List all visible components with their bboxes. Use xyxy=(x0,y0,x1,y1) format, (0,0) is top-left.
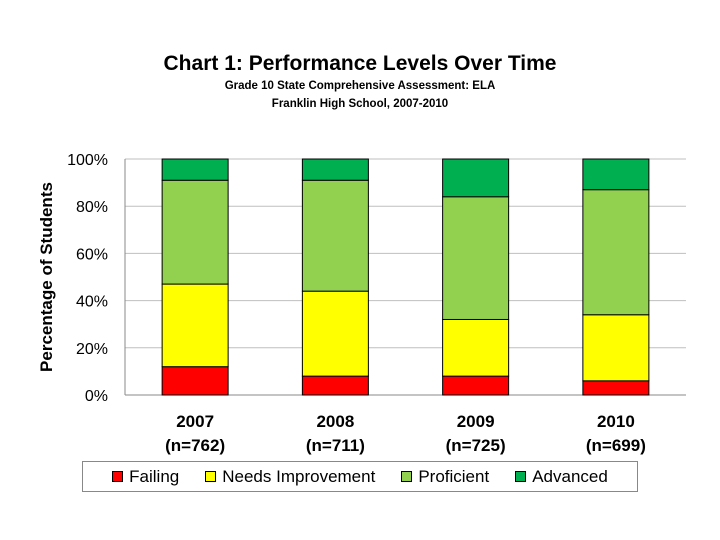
legend-item: Advanced xyxy=(515,467,608,487)
legend-item: Failing xyxy=(112,467,179,487)
chart-title: Chart 1: Performance Levels Over Time xyxy=(163,52,557,75)
x-axis-ticks: 2007 (n=762) 2008 (n=711) 2009 (n=725) 2010 (n=… xyxy=(165,412,646,455)
legend-item: Proficient xyxy=(401,467,489,487)
bar-segment-needs-improvement xyxy=(301,290,369,377)
bar-segment-failing xyxy=(161,366,229,396)
chart-subtitle-assessment: Grade 10 State Comprehensive Assessment:… xyxy=(224,80,496,92)
chart-legend: Failing Needs Improvement Proficient Advanc… xyxy=(82,461,638,492)
y-axis-ticks: 0% 20% 40% 60% 80% 100% xyxy=(67,152,108,405)
bar-segment-advanced xyxy=(442,158,510,198)
bar-segment-proficient xyxy=(161,179,229,285)
bar-segment-advanced xyxy=(301,158,369,181)
legend-label: Failing xyxy=(129,466,180,486)
bar-stacks xyxy=(161,158,650,396)
y-tick-label: 100% xyxy=(67,152,108,169)
legend-swatch xyxy=(205,471,217,482)
bar-segment-needs-improvement xyxy=(161,283,229,368)
y-tick-label: 0% xyxy=(85,388,108,405)
x-tick-label-year: 2008 xyxy=(316,412,354,431)
y-tick-label: 60% xyxy=(76,246,108,263)
chart-subtitle-school: Franklin High School, 2007-2010 xyxy=(271,98,449,110)
y-tick-label: 20% xyxy=(76,341,108,358)
x-tick-label-year: 2007 xyxy=(176,412,214,431)
x-tick-label-n: (n=725) xyxy=(446,436,506,455)
stacked-bar-chart: 0% 20% 40% 60% 80% 100% 2007 (n=762) 2008 (n=711… xyxy=(37,152,686,455)
x-tick-label-year: 2009 xyxy=(457,412,495,431)
legend-label: Advanced xyxy=(532,466,608,486)
legend-label: Proficient xyxy=(418,466,490,486)
bar-segment-advanced xyxy=(582,158,650,191)
legend-swatch xyxy=(401,471,413,482)
x-tick-label-n: (n=762) xyxy=(165,436,225,455)
bar-segment-needs-improvement xyxy=(582,314,650,382)
bar-segment-failing xyxy=(301,375,369,396)
y-tick-label: 40% xyxy=(76,294,108,311)
legend-swatch xyxy=(515,471,527,482)
bar-segment-failing xyxy=(582,380,650,396)
y-axis-label: Percentage of Students xyxy=(37,182,56,372)
legend-item: Needs Improvement xyxy=(205,467,375,487)
bar-segment-failing xyxy=(442,375,510,396)
bar-segment-proficient xyxy=(442,196,510,320)
x-tick-label-n: (n=699) xyxy=(586,436,646,455)
bar-segment-advanced xyxy=(161,158,229,181)
legend-label: Needs Improvement xyxy=(222,466,376,486)
bar-segment-proficient xyxy=(301,179,369,292)
x-tick-label-year: 2010 xyxy=(597,412,635,431)
y-tick-label: 80% xyxy=(76,199,108,216)
bar-segment-proficient xyxy=(582,189,650,316)
legend-swatch xyxy=(112,471,124,482)
x-tick-label-n: (n=711) xyxy=(306,436,365,455)
bar-segment-needs-improvement xyxy=(442,318,510,377)
